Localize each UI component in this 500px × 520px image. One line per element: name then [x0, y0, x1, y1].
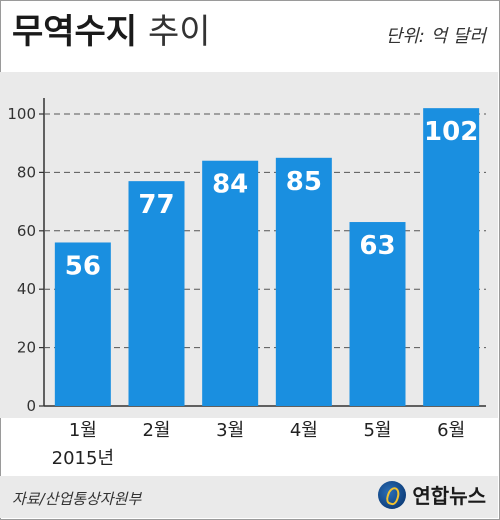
- y-tick-label: 0: [26, 397, 36, 415]
- bar: [423, 108, 480, 406]
- x-tick-label: 3월: [216, 420, 244, 441]
- footer-bar: [0, 476, 498, 518]
- y-tick-label: 20: [17, 339, 36, 357]
- bar-value-label: 56: [65, 251, 101, 281]
- x-tick-label: 1월: [69, 420, 97, 441]
- title-bold: 무역수지: [12, 12, 138, 52]
- bar-value-label: 77: [138, 190, 174, 220]
- y-tick-label: 100: [7, 105, 36, 123]
- bar-value-label: 63: [359, 231, 395, 261]
- yonhap-logo-icon: [378, 480, 407, 509]
- unit-label: 단위: 억 달러: [385, 26, 486, 47]
- bar-value-label: 84: [212, 170, 248, 200]
- yonhap-logo: 연합뉴스: [378, 480, 486, 509]
- bar-value-label: 85: [286, 167, 322, 197]
- x-tick-label: 4월: [290, 420, 318, 441]
- bar-value-label: 102: [424, 117, 478, 147]
- logo-text: 연합뉴스: [412, 484, 486, 508]
- bar: [349, 222, 406, 406]
- y-tick-label: 80: [17, 163, 36, 181]
- chart-title: 무역수지 추이: [12, 10, 211, 54]
- y-tick-label: 60: [17, 222, 36, 240]
- x-tick-label: 6월: [437, 420, 465, 441]
- x-tick-label: 5월: [363, 420, 391, 441]
- title-light: 추이: [147, 12, 211, 52]
- bar: [54, 242, 111, 406]
- x-tick-label: 2월: [142, 420, 170, 441]
- year-label: 2015년: [52, 448, 114, 469]
- bar-chart: 0 20 40 60 80 100 56 1월 2015년 77 2월 84 3월 85 4월 63 5월 10…: [7, 98, 486, 469]
- y-tick-label: 40: [17, 280, 36, 298]
- bar: [128, 181, 185, 406]
- bar: [275, 157, 332, 406]
- bar: [202, 160, 259, 406]
- source-text: 자료/산업통상자원부: [12, 490, 142, 508]
